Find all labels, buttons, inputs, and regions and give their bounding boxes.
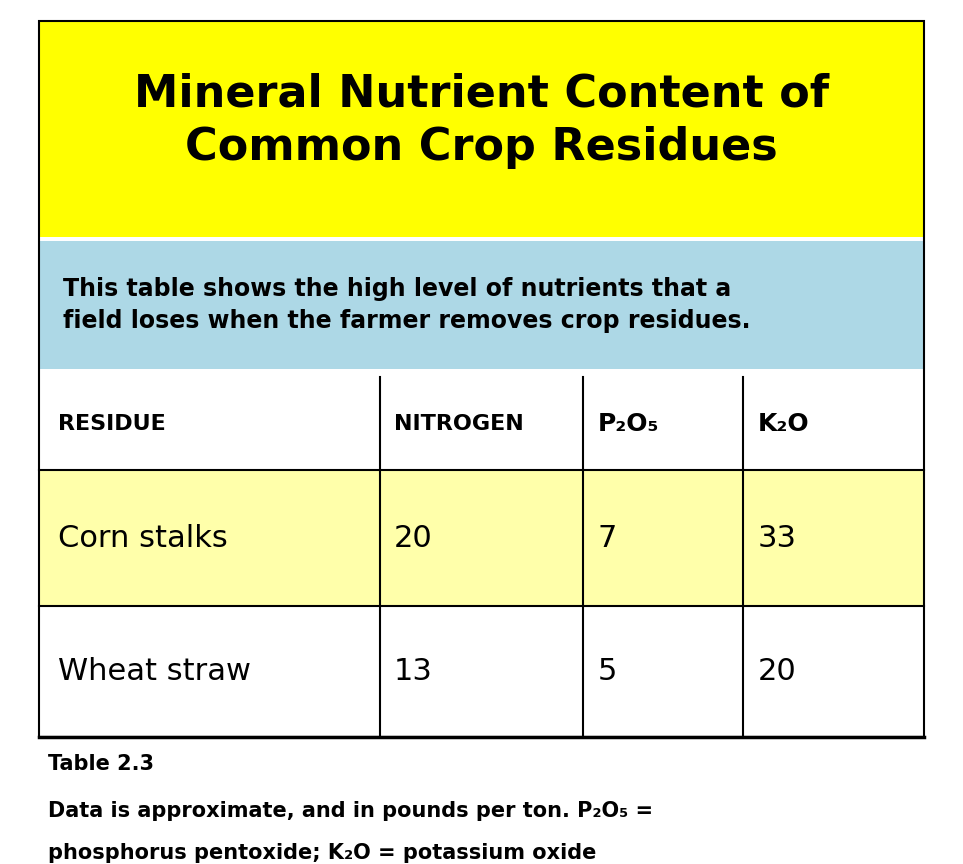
FancyBboxPatch shape [39,22,924,238]
Text: phosphorus pentoxide; K₂O = potassium oxide: phosphorus pentoxide; K₂O = potassium ox… [48,843,596,863]
FancyBboxPatch shape [39,606,924,737]
Text: 5: 5 [598,657,617,686]
Text: RESIDUE: RESIDUE [58,414,166,434]
Text: 33: 33 [757,524,796,553]
Text: NITROGEN: NITROGEN [394,414,524,434]
Text: P₂O₅: P₂O₅ [598,411,660,435]
Text: Corn stalks: Corn stalks [58,524,227,553]
Text: Data is approximate, and in pounds per ton. P₂O₅ =: Data is approximate, and in pounds per t… [48,801,653,821]
Text: 20: 20 [394,524,432,553]
Text: Mineral Nutrient Content of
Common Crop Residues: Mineral Nutrient Content of Common Crop … [134,73,829,168]
Text: 7: 7 [598,524,617,553]
Text: 20: 20 [757,657,796,686]
FancyBboxPatch shape [39,470,924,606]
Text: Wheat straw: Wheat straw [58,657,250,686]
FancyBboxPatch shape [39,377,924,470]
Text: This table shows the high level of nutrients that a
field loses when the farmer : This table shows the high level of nutri… [63,277,750,333]
FancyBboxPatch shape [39,242,924,369]
Text: K₂O: K₂O [757,411,809,435]
Text: Table 2.3: Table 2.3 [48,754,154,774]
Text: 13: 13 [394,657,433,686]
